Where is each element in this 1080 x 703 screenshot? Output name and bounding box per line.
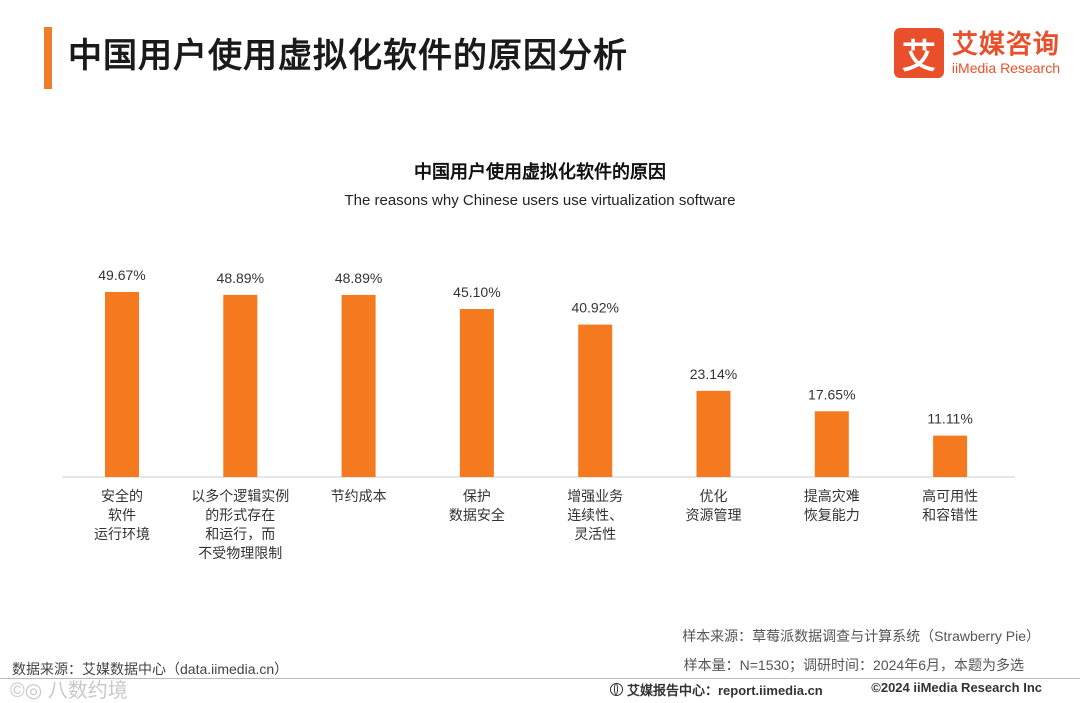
value-label-5: 40.92%: [571, 300, 618, 316]
category-label-line: 恢复能力: [804, 507, 860, 523]
value-label-2: 48.89%: [217, 270, 264, 286]
bar-8: [933, 435, 968, 477]
category-label-line: 资源管理: [686, 507, 742, 523]
sample-source-note: 样本来源：草莓派数据调查与计算系统（Strawberry Pie）: [682, 628, 1040, 644]
category-label-1: 安全的软件运行环境: [94, 488, 150, 542]
category-label-3: 节约成本: [331, 488, 387, 504]
category-label-line: 不受物理限制: [198, 545, 282, 561]
category-label-line: 提高灾难: [804, 488, 860, 504]
value-label-3: 48.89%: [335, 270, 382, 286]
bar-4: [459, 309, 494, 477]
page-title: 中国用户使用虚拟化软件的原因分析: [68, 37, 628, 75]
value-label-7: 17.65%: [808, 386, 855, 402]
chart-subtitle: The reasons why Chinese users use virtua…: [344, 192, 736, 209]
watermark: ©◎ 八数约境: [10, 680, 128, 702]
category-label-line: 安全的: [101, 488, 143, 504]
footer-divider: [0, 678, 1080, 679]
category-label-line: 增强业务: [567, 488, 623, 504]
bar-2: [223, 294, 258, 477]
category-label-4: 保护数据安全: [449, 488, 505, 523]
logo-name-cn: 艾媒咨询: [951, 29, 1060, 59]
logo-name-en: iiMedia Research: [951, 60, 1060, 76]
bar-chart: 49.67% 安全的软件运行环境 48.89% 以多个逻辑实例的形式存在和运行，而不受…: [62, 267, 1015, 561]
chart-title: 中国用户使用虚拟化软件的原因: [414, 162, 666, 182]
footer-report-center-text: 艾媒报告中心：report.iimedia.cn: [627, 683, 823, 698]
bar-5: [578, 324, 613, 477]
category-label-line: 以多个逻辑实例: [191, 488, 289, 504]
value-label-4: 45.10%: [453, 284, 500, 300]
category-label-line: 运行环境: [94, 526, 150, 542]
data-source-note: 数据来源：艾媒数据中心（data.iimedia.cn）: [12, 661, 289, 677]
category-label-line: 和运行，而: [205, 526, 275, 542]
category-label-7: 提高灾难恢复能力: [804, 488, 860, 523]
bar-3: [341, 294, 376, 477]
category-label-line: 优化: [700, 488, 728, 504]
sample-size-note: 样本量：N=1530；调研时间：2024年6月，本题为多选: [683, 657, 1024, 673]
category-label-line: 高可用性: [922, 488, 978, 504]
category-label-line: 的形式存在: [205, 507, 275, 523]
category-label-line: 软件: [108, 507, 136, 523]
category-label-8: 高可用性和容错性: [922, 488, 978, 523]
category-label-line: 保护: [463, 488, 491, 504]
logo-text: 艾媒咨询 iiMedia Research: [952, 31, 1060, 75]
category-label-line: 节约成本: [331, 488, 387, 504]
category-label-line: 和容错性: [922, 507, 978, 523]
category-label-5: 增强业务连续性、灵活性: [567, 488, 623, 542]
bar-1: [105, 292, 139, 477]
brand-logo: 艾 艾媒咨询 iiMedia Research: [893, 28, 1060, 78]
footer-copyright: ©2024 iiMedia Research Inc: [871, 680, 1042, 695]
logo-mark-icon: 艾: [893, 28, 944, 78]
value-label-6: 23.14%: [690, 366, 737, 382]
category-label-2: 以多个逻辑实例的形式存在和运行，而不受物理限制: [191, 488, 289, 561]
bar-6: [696, 390, 731, 477]
category-label-line: 数据安全: [449, 507, 505, 523]
value-label-1: 49.67%: [98, 267, 145, 283]
category-label-line: 连续性、: [567, 507, 623, 523]
category-label-line: 灵活性: [574, 526, 616, 542]
footer-report-center: 艾媒报告中心：report.iimedia.cn: [610, 680, 823, 699]
category-label-6: 优化资源管理: [686, 488, 742, 523]
bar-7: [814, 411, 849, 477]
value-label-8: 11.11%: [927, 411, 972, 427]
title-accent-bar: [44, 27, 52, 89]
globe-icon: [610, 683, 623, 696]
